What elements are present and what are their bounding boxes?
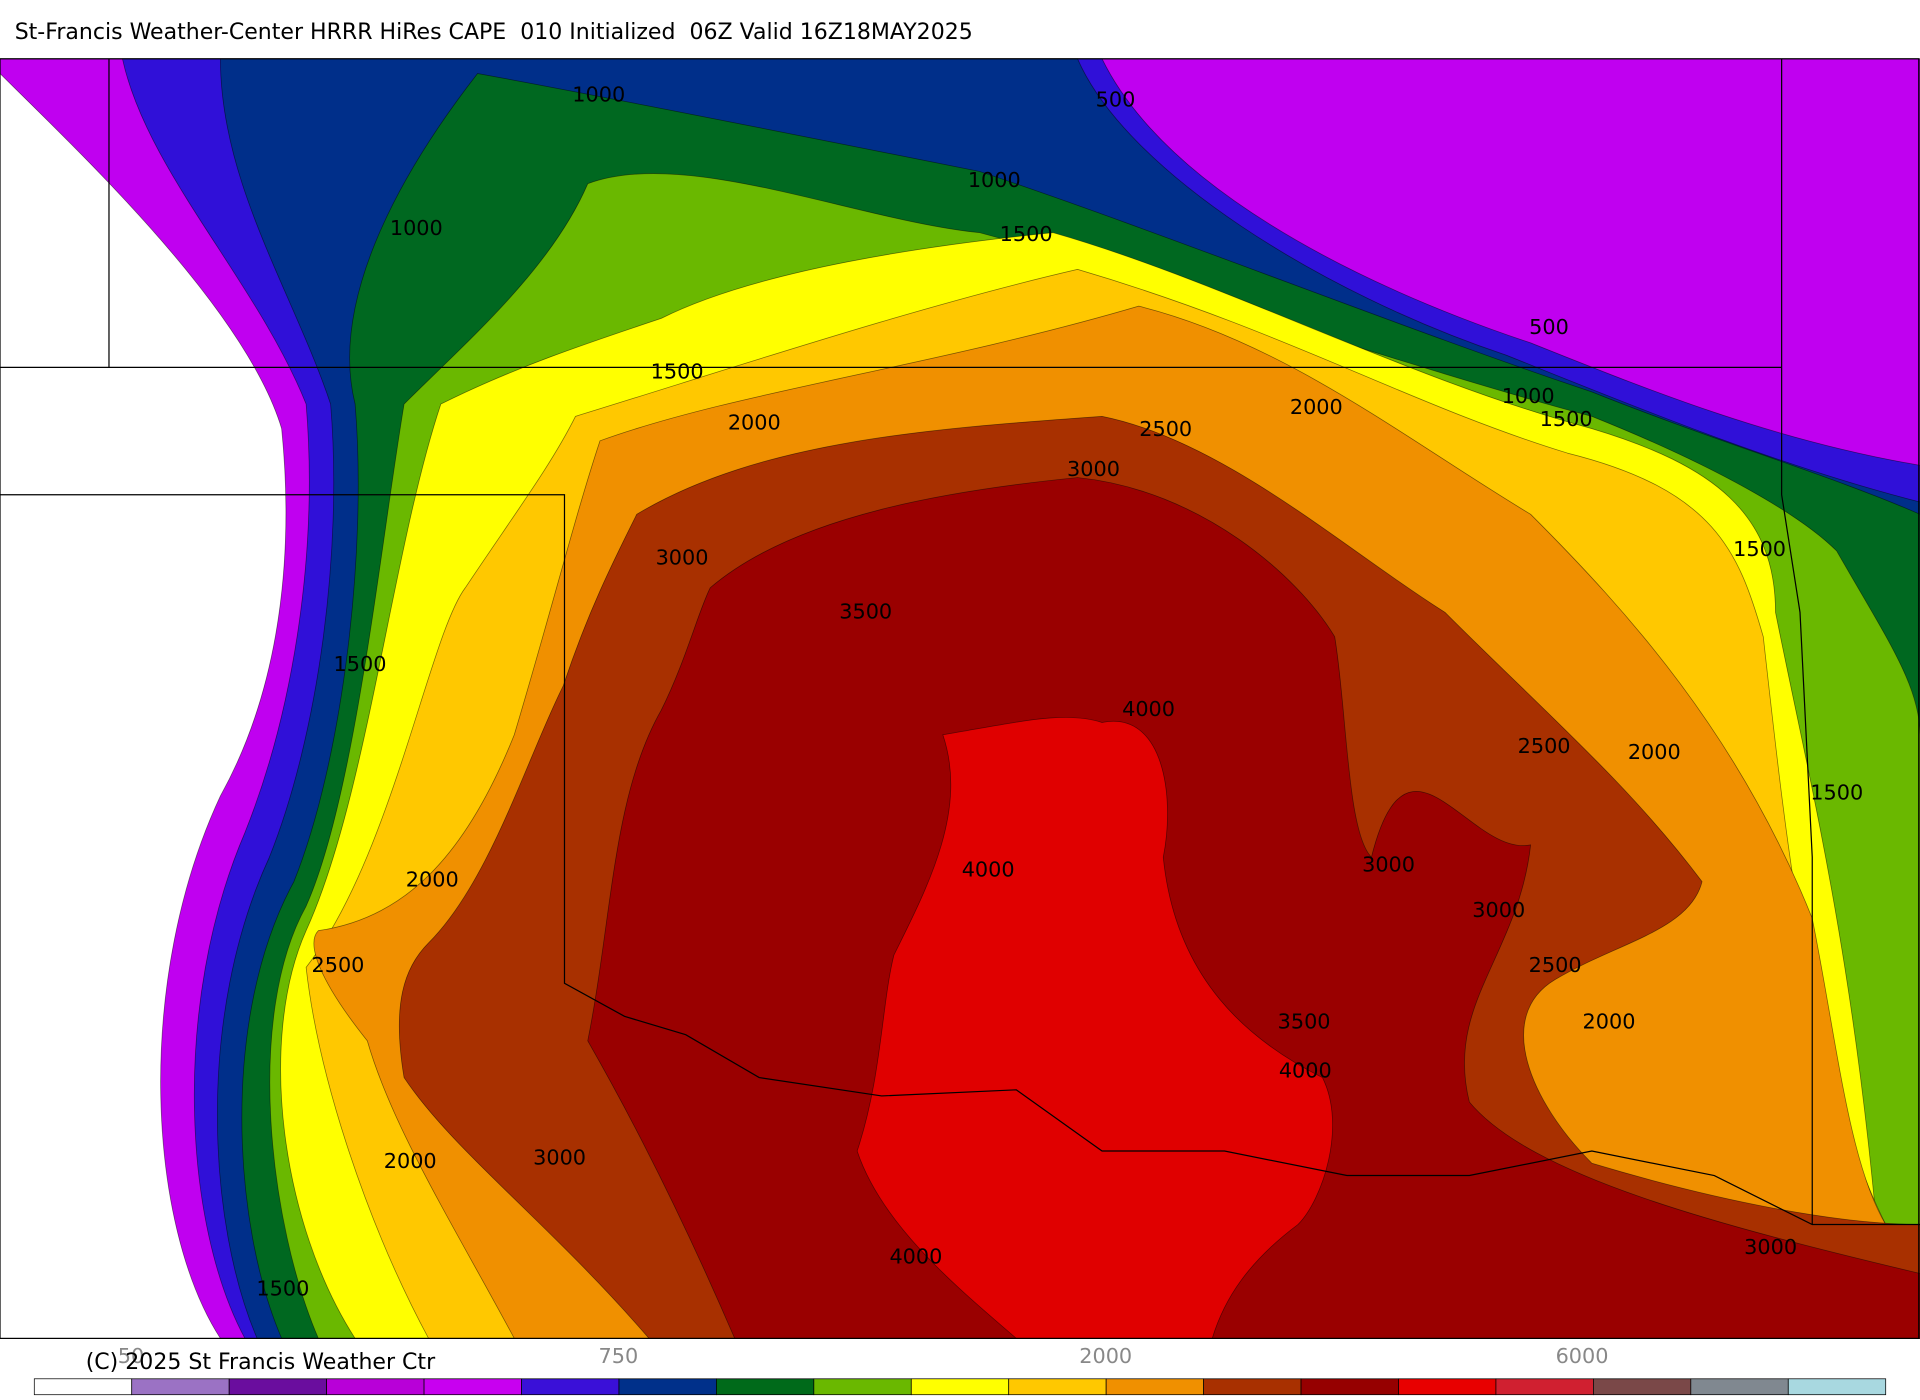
contour-label: 1500 bbox=[1000, 222, 1053, 246]
contour-label: 1000 bbox=[1502, 384, 1555, 408]
contour-label: 4000 bbox=[1279, 1058, 1332, 1082]
contour-label: 3500 bbox=[1278, 1009, 1331, 1033]
contour-label: 1500 bbox=[1540, 407, 1593, 431]
colorbar-swatch bbox=[618, 1378, 717, 1396]
contour-label: 2500 bbox=[311, 953, 364, 977]
contour-label: 2000 bbox=[384, 1149, 437, 1173]
colorbar-label: 2000 bbox=[1079, 1344, 1132, 1368]
contour-label: 1000 bbox=[390, 216, 443, 240]
contour-label: 2500 bbox=[1139, 417, 1192, 441]
map-frame bbox=[0, 58, 1920, 1339]
colorbar-swatch bbox=[1690, 1378, 1789, 1396]
contour-label: 3000 bbox=[656, 545, 709, 569]
colorbar-swatch bbox=[1787, 1378, 1887, 1396]
contour-label: 2500 bbox=[1518, 734, 1571, 758]
contour-label: 2000 bbox=[1628, 740, 1681, 764]
colorbar-swatch bbox=[1593, 1378, 1692, 1396]
colorbar-swatch bbox=[1398, 1378, 1497, 1396]
colorbar-label: 750 bbox=[599, 1344, 639, 1368]
colorbar-swatch bbox=[1008, 1378, 1107, 1396]
colorbar-swatch bbox=[521, 1378, 620, 1396]
contour-label: 3000 bbox=[1067, 457, 1120, 481]
colorbar-swatch bbox=[1203, 1378, 1302, 1396]
contour-label: 1500 bbox=[334, 652, 387, 676]
state-borders bbox=[0, 58, 1920, 1226]
colorbar-swatch bbox=[228, 1378, 327, 1396]
contour-label: 2000 bbox=[406, 867, 459, 891]
contour-label: 4000 bbox=[962, 858, 1015, 882]
colorbar: 50 750 2000 6000 bbox=[33, 1344, 1887, 1396]
contour-label: 4000 bbox=[889, 1245, 942, 1269]
contour-label: 2000 bbox=[1583, 1009, 1636, 1033]
colorbar-swatch bbox=[910, 1378, 1010, 1396]
colorbar-swatch bbox=[33, 1378, 133, 1396]
contour-label: 2000 bbox=[1290, 395, 1343, 419]
contour-label: 1500 bbox=[651, 359, 704, 383]
contour-label: 500 bbox=[1096, 87, 1136, 111]
colorbar-swatch bbox=[1300, 1378, 1399, 1396]
contour-label: 3500 bbox=[839, 599, 892, 623]
map-title: St-Francis Weather-Center HRRR HiRes CAP… bbox=[15, 20, 973, 45]
colorbar-swatch bbox=[131, 1378, 230, 1396]
contour-label: 2500 bbox=[1529, 953, 1582, 977]
contour-label: 1500 bbox=[1733, 537, 1786, 561]
contour-label: 3000 bbox=[1744, 1235, 1797, 1259]
colorbar-swatch bbox=[326, 1378, 425, 1396]
contour-label: 3000 bbox=[533, 1145, 586, 1169]
contour-label: 3000 bbox=[1362, 853, 1415, 877]
contour-label: 1000 bbox=[572, 83, 625, 107]
band-red bbox=[856, 717, 1333, 1339]
colorbar-swatch bbox=[813, 1378, 912, 1396]
colorbar-label: 6000 bbox=[1556, 1344, 1609, 1368]
contour-label: 500 bbox=[1529, 315, 1569, 339]
contour-label: 1500 bbox=[256, 1276, 309, 1300]
copyright: (C) 2025 St Francis Weather Ctr bbox=[86, 1350, 436, 1375]
colorbar-swatch bbox=[423, 1378, 522, 1396]
colorbar-swatch bbox=[716, 1378, 815, 1396]
map bbox=[0, 58, 1920, 1339]
contour-label: 3000 bbox=[1472, 898, 1525, 922]
colorbar-swatch bbox=[1105, 1378, 1204, 1396]
contour-label: 1000 bbox=[968, 168, 1021, 192]
colorbar-swatch bbox=[1495, 1378, 1594, 1396]
contour-label: 4000 bbox=[1122, 697, 1175, 721]
contour-label: 1500 bbox=[1810, 780, 1863, 804]
colorbar-label: 50 bbox=[118, 1344, 144, 1368]
contour-label: 2000 bbox=[728, 411, 781, 435]
